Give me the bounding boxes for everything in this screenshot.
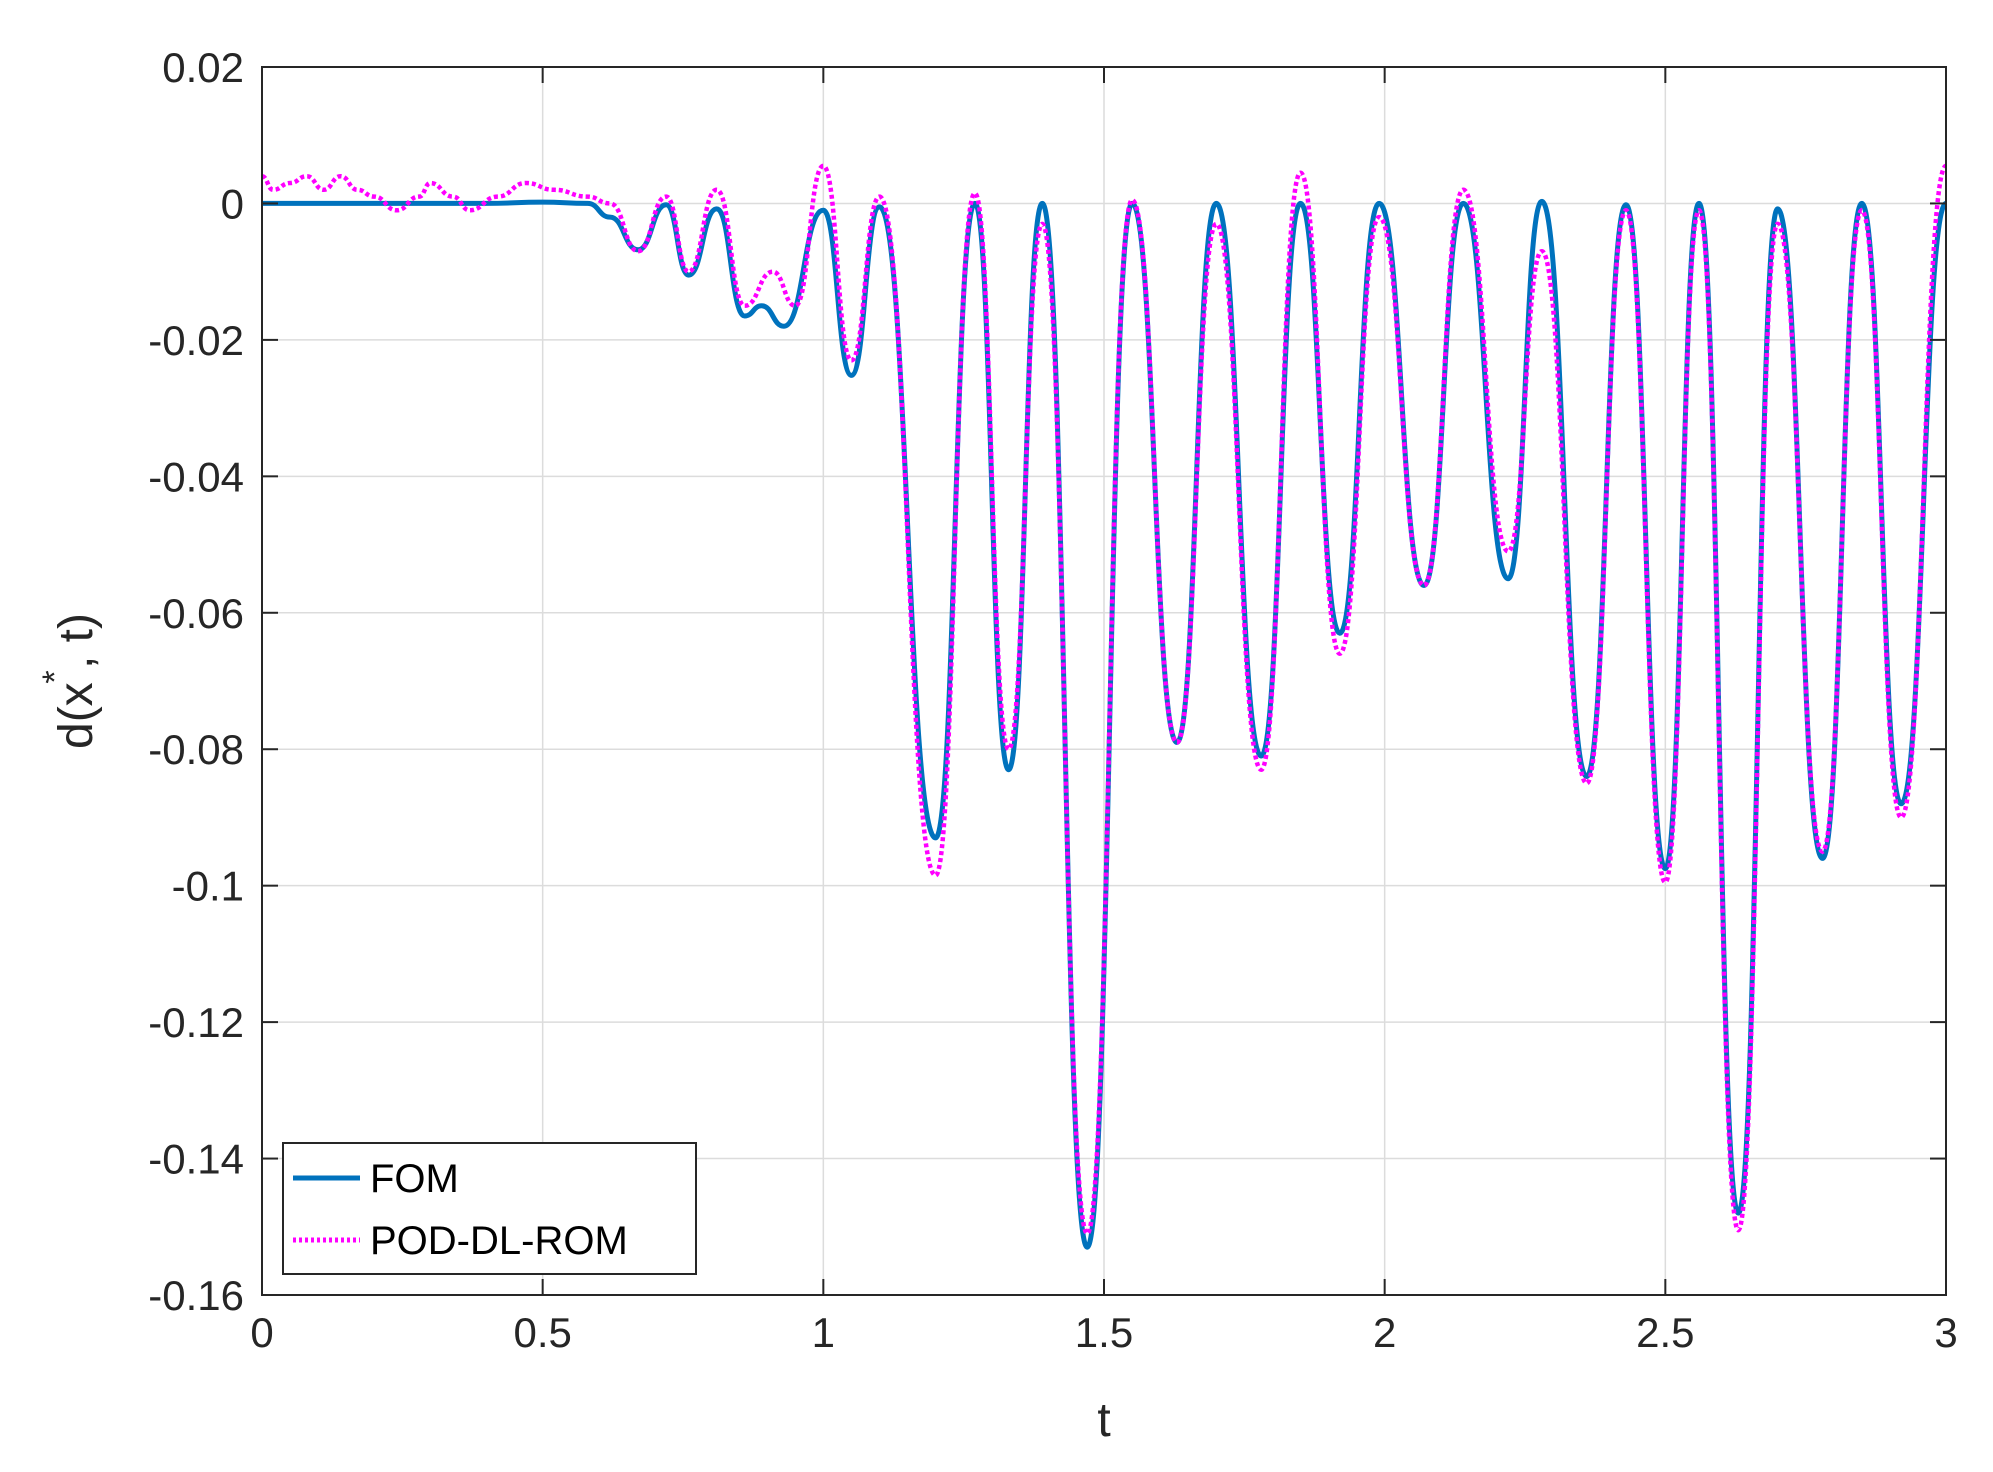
y-axis-label: d(x , t) [50, 613, 103, 749]
x-tick-label: 0 [250, 1309, 273, 1356]
legend-label-pod-dl-rom: POD-DL-ROM [370, 1219, 628, 1263]
y-tick-label: -0.06 [148, 590, 244, 637]
y-tick-label: 0.02 [162, 44, 244, 91]
series-line-pod-dl-rom [262, 163, 1946, 1236]
y-tick-label: -0.08 [148, 726, 244, 773]
x-axis-label: t [1097, 1394, 1110, 1447]
x-tick-label: 1.5 [1075, 1309, 1133, 1356]
tick-marks [261, 66, 1947, 1296]
x-tick-label: 2 [1373, 1309, 1396, 1356]
legend-label-fom: FOM [370, 1157, 459, 1201]
y-tick-labels: 0.02 0 -0.02 -0.04 -0.06 -0.08 -0.1 -0.12 -0.14 -… [148, 44, 244, 1319]
y-axis-label-superscript: * [36, 670, 74, 683]
series-layer [262, 163, 1946, 1250]
y-axis-label-group: d(x , t) * [36, 613, 103, 749]
legend-box [282, 1142, 697, 1275]
x-tick-label: 1 [812, 1309, 835, 1356]
x-tick-label: 2.5 [1636, 1309, 1694, 1356]
y-tick-label: 0 [221, 180, 244, 227]
y-tick-label: -0.02 [148, 317, 244, 364]
y-tick-label: -0.16 [148, 1272, 244, 1319]
y-tick-label: -0.14 [148, 1136, 244, 1183]
y-tick-label: -0.1 [172, 863, 244, 910]
y-tick-label: -0.04 [148, 453, 244, 500]
x-tick-label: 0.5 [513, 1309, 571, 1356]
x-tick-labels: 0 0.5 1 1.5 2 2.5 3 [250, 1309, 1957, 1356]
legend: FOM POD-DL-ROM [282, 1142, 697, 1275]
y-tick-label: -0.12 [148, 999, 244, 1046]
x-tick-label: 3 [1934, 1309, 1957, 1356]
